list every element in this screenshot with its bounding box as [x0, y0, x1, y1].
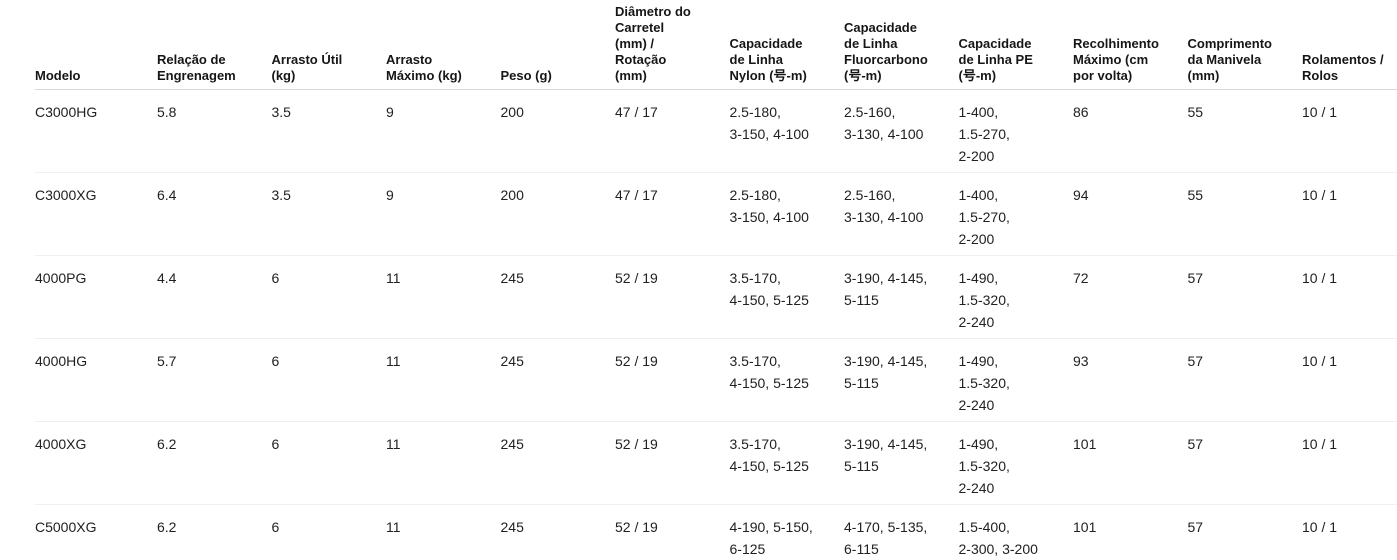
cell-model: C5000XG: [35, 504, 157, 560]
cell-nylon-capacity: 2.5-180, 3-150, 4-100: [729, 172, 844, 256]
cell-fluoro-capacity: 2.5-160, 3-130, 4-100: [844, 172, 959, 256]
cell-bearings: 10 / 1: [1302, 421, 1397, 505]
cell-usable-drag: 6: [271, 421, 386, 505]
cell-handle-length: 55: [1187, 172, 1302, 256]
col-header-max-drag: Arrasto Máximo (kg): [386, 0, 501, 90]
cell-handle-length: 57: [1187, 338, 1302, 422]
table-row-4000pg: 4000PG 4.4 6 11 245 52 / 19 3.5-170, 4-1…: [35, 255, 1397, 339]
col-header-handle-length: Comprimento da Manivela (mm): [1187, 0, 1302, 90]
cell-weight: 200: [500, 172, 615, 256]
cell-handle-length: 57: [1187, 421, 1302, 505]
cell-bearings: 10 / 1: [1302, 504, 1397, 560]
table-row-c5000xg: C5000XG 6.2 6 11 245 52 / 19 4-190, 5-15…: [35, 504, 1397, 560]
cell-max-retrieve: 94: [1073, 172, 1188, 256]
cell-usable-drag: 6: [271, 338, 386, 422]
cell-nylon-capacity: 3.5-170, 4-150, 5-125: [729, 338, 844, 422]
cell-max-retrieve: 93: [1073, 338, 1188, 422]
cell-max-drag: 11: [386, 421, 501, 505]
cell-gear-ratio: 6.2: [157, 421, 272, 505]
cell-fluoro-capacity: 2.5-160, 3-130, 4-100: [844, 89, 959, 173]
cell-model: 4000XG: [35, 421, 157, 505]
cell-gear-ratio: 6.4: [157, 172, 272, 256]
cell-bearings: 10 / 1: [1302, 172, 1397, 256]
cell-model: 4000PG: [35, 255, 157, 339]
cell-spool-diameter: 52 / 19: [615, 421, 730, 505]
col-header-bearings: Rolamentos / Rolos: [1302, 0, 1397, 90]
cell-model: C3000XG: [35, 172, 157, 256]
col-header-gear-ratio: Relação de Engrenagem: [157, 0, 272, 90]
cell-max-drag: 11: [386, 338, 501, 422]
reel-spec-table: Modelo Relação de Engrenagem Arrasto Úti…: [35, 0, 1397, 560]
table-row-4000hg: 4000HG 5.7 6 11 245 52 / 19 3.5-170, 4-1…: [35, 338, 1397, 422]
cell-weight: 245: [500, 421, 615, 505]
cell-spool-diameter: 52 / 19: [615, 504, 730, 560]
cell-spool-diameter: 52 / 19: [615, 338, 730, 422]
cell-gear-ratio: 5.7: [157, 338, 272, 422]
cell-bearings: 10 / 1: [1302, 89, 1397, 173]
col-header-usable-drag: Arrasto Útil (kg): [271, 0, 386, 90]
col-header-model: Modelo: [35, 0, 157, 90]
cell-nylon-capacity: 3.5-170, 4-150, 5-125: [729, 255, 844, 339]
cell-nylon-capacity: 4-190, 5-150, 6-125: [729, 504, 844, 560]
cell-gear-ratio: 6.2: [157, 504, 272, 560]
cell-gear-ratio: 5.8: [157, 89, 272, 173]
col-header-nylon-capacity: Capacidade de Linha Nylon (号-m): [729, 0, 844, 90]
cell-spool-diameter: 47 / 17: [615, 172, 730, 256]
cell-nylon-capacity: 2.5-180, 3-150, 4-100: [729, 89, 844, 173]
cell-pe-capacity: 1.5-400, 2-300, 3-200: [958, 504, 1073, 560]
table-row-4000xg: 4000XG 6.2 6 11 245 52 / 19 3.5-170, 4-1…: [35, 421, 1397, 505]
cell-bearings: 10 / 1: [1302, 255, 1397, 339]
cell-max-retrieve: 86: [1073, 89, 1188, 173]
cell-model: 4000HG: [35, 338, 157, 422]
header-row: Modelo Relação de Engrenagem Arrasto Úti…: [35, 0, 1397, 90]
cell-max-retrieve: 72: [1073, 255, 1188, 339]
table-row-c3000xg: C3000XG 6.4 3.5 9 200 47 / 17 2.5-180, 3…: [35, 172, 1397, 256]
cell-bearings: 10 / 1: [1302, 338, 1397, 422]
cell-usable-drag: 6: [271, 255, 386, 339]
cell-weight: 245: [500, 255, 615, 339]
cell-max-retrieve: 101: [1073, 421, 1188, 505]
cell-handle-length: 57: [1187, 255, 1302, 339]
cell-pe-capacity: 1-400, 1.5-270, 2-200: [958, 89, 1073, 173]
cell-max-drag: 9: [386, 89, 501, 173]
cell-usable-drag: 3.5: [271, 172, 386, 256]
col-header-spool-diameter: Diâmetro do Carretel (mm) / Rotação (mm): [615, 0, 730, 90]
cell-nylon-capacity: 3.5-170, 4-150, 5-125: [729, 421, 844, 505]
cell-weight: 245: [500, 504, 615, 560]
cell-gear-ratio: 4.4: [157, 255, 272, 339]
cell-spool-diameter: 52 / 19: [615, 255, 730, 339]
cell-handle-length: 57: [1187, 504, 1302, 560]
cell-max-retrieve: 101: [1073, 504, 1188, 560]
cell-max-drag: 9: [386, 172, 501, 256]
cell-usable-drag: 3.5: [271, 89, 386, 173]
table-row-c3000hg: C3000HG 5.8 3.5 9 200 47 / 17 2.5-180, 3…: [35, 89, 1397, 173]
cell-weight: 200: [500, 89, 615, 173]
col-header-weight: Peso (g): [500, 0, 615, 90]
cell-weight: 245: [500, 338, 615, 422]
cell-fluoro-capacity: 3-190, 4-145, 5-115: [844, 255, 959, 339]
cell-pe-capacity: 1-400, 1.5-270, 2-200: [958, 172, 1073, 256]
cell-handle-length: 55: [1187, 89, 1302, 173]
cell-fluoro-capacity: 3-190, 4-145, 5-115: [844, 421, 959, 505]
cell-model: C3000HG: [35, 89, 157, 173]
cell-max-drag: 11: [386, 255, 501, 339]
cell-fluoro-capacity: 4-170, 5-135, 6-115: [844, 504, 959, 560]
col-header-pe-capacity: Capacidade de Linha PE (号-m): [958, 0, 1073, 90]
cell-pe-capacity: 1-490, 1.5-320, 2-240: [958, 421, 1073, 505]
cell-max-drag: 11: [386, 504, 501, 560]
col-header-max-retrieve: Recolhimento Máximo (cm por volta): [1073, 0, 1188, 90]
col-header-fluoro-capacity: Capacidade de Linha Fluorcarbono (号-m): [844, 0, 959, 90]
cell-fluoro-capacity: 3-190, 4-145, 5-115: [844, 338, 959, 422]
cell-pe-capacity: 1-490, 1.5-320, 2-240: [958, 338, 1073, 422]
cell-spool-diameter: 47 / 17: [615, 89, 730, 173]
cell-usable-drag: 6: [271, 504, 386, 560]
cell-pe-capacity: 1-490, 1.5-320, 2-240: [958, 255, 1073, 339]
